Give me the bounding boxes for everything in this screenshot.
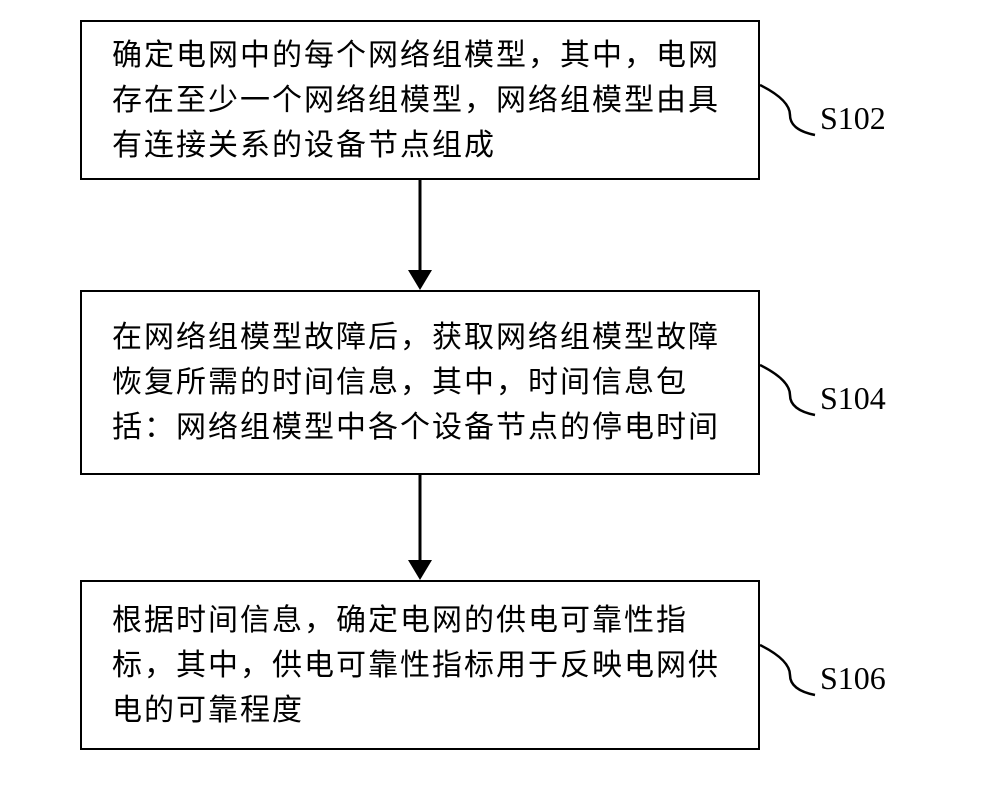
connector-curve-3	[760, 630, 820, 700]
step-text-3: 根据时间信息，确定电网的供电可靠性指标，其中，供电可靠性指标用于反映电网供电的可…	[112, 598, 728, 733]
connector-curve-1	[760, 70, 820, 140]
step-label-3: S106	[820, 660, 886, 697]
step-label-1: S102	[820, 100, 886, 137]
step-text-1: 确定电网中的每个网络组模型，其中，电网存在至少一个网络组模型，网络组模型由具有连…	[112, 33, 728, 168]
step-box-3: 根据时间信息，确定电网的供电可靠性指标，其中，供电可靠性指标用于反映电网供电的可…	[80, 580, 760, 750]
flowchart-container: 确定电网中的每个网络组模型，其中，电网存在至少一个网络组模型，网络组模型由具有连…	[0, 0, 1000, 788]
arrow-1-head	[408, 270, 432, 290]
arrow-1-line	[419, 180, 422, 270]
arrow-2-head	[408, 560, 432, 580]
step-text-2: 在网络组模型故障后，获取网络组模型故障恢复所需的时间信息，其中，时间信息包括：网…	[112, 315, 728, 450]
step-box-2: 在网络组模型故障后，获取网络组模型故障恢复所需的时间信息，其中，时间信息包括：网…	[80, 290, 760, 475]
step-box-1: 确定电网中的每个网络组模型，其中，电网存在至少一个网络组模型，网络组模型由具有连…	[80, 20, 760, 180]
arrow-2-line	[419, 475, 422, 560]
connector-curve-2	[760, 350, 820, 420]
step-label-2: S104	[820, 380, 886, 417]
